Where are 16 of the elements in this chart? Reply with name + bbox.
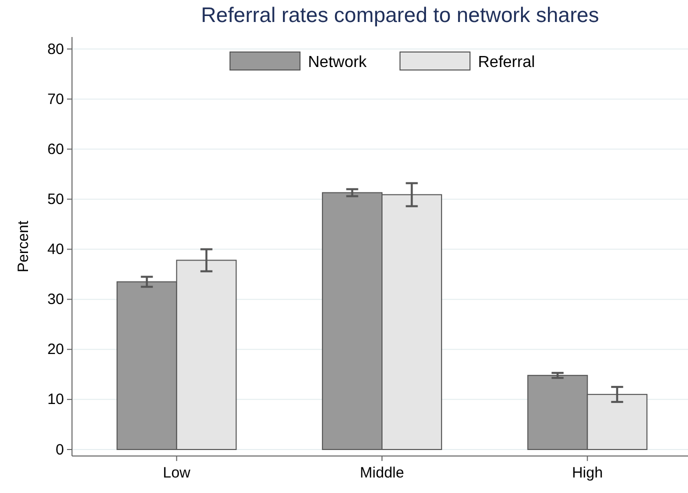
legend-label: Referral xyxy=(478,54,535,71)
y-tick-label: 50 xyxy=(47,190,64,208)
y-tick-label: 40 xyxy=(47,241,64,258)
y-tick-label: 80 xyxy=(47,40,64,58)
y-tick-label: 30 xyxy=(47,291,64,308)
x-tick-label: Low xyxy=(162,464,191,482)
y-axis-title: Percent xyxy=(15,220,32,272)
y-tick-label: 20 xyxy=(47,341,64,358)
y-tick-label: 0 xyxy=(56,441,64,458)
y-tick-label: 70 xyxy=(47,90,64,108)
x-tick-label: Middle xyxy=(360,464,404,482)
legend-label: Network xyxy=(308,54,368,71)
y-tick-label: 10 xyxy=(47,391,64,408)
y-tick-label: 60 xyxy=(47,140,64,158)
x-tick-label: High xyxy=(572,464,603,482)
chart-title: Referral rates compared to network shares xyxy=(200,4,600,27)
